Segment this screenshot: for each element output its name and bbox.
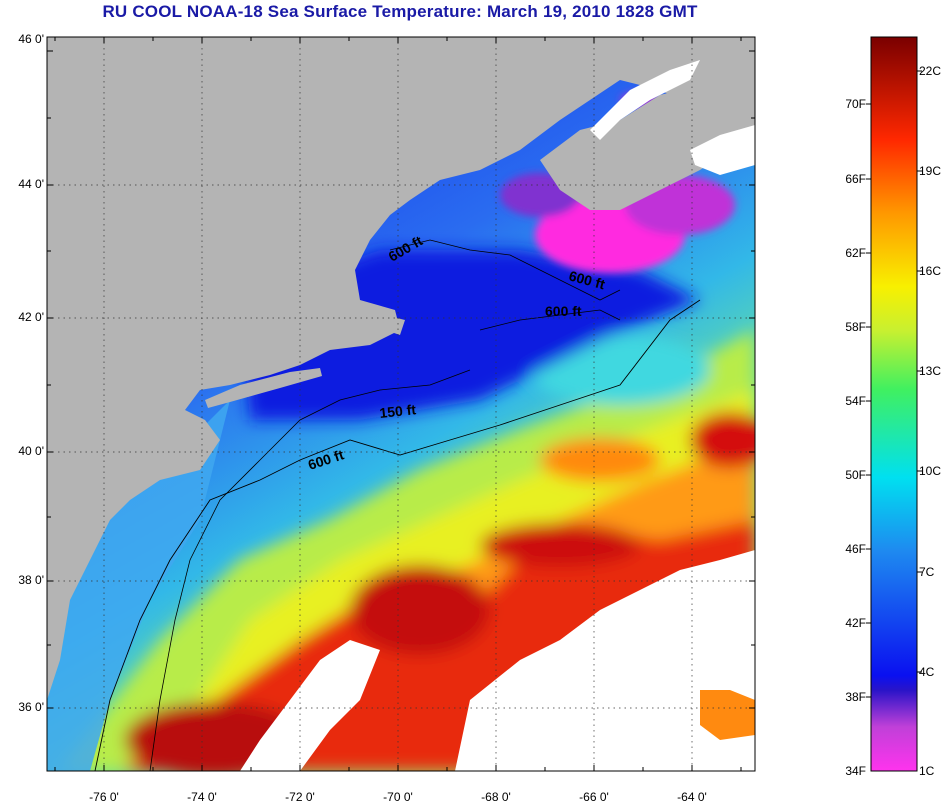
lon-label-74: -74 0': [187, 790, 217, 804]
colorbar-c-16: 16C: [919, 264, 942, 278]
colorbar-c-13: 13C: [919, 364, 942, 378]
colorbar-f-50: 50F: [845, 468, 866, 482]
warm-eddy-1: [350, 565, 490, 655]
lon-label-76: -76 0': [89, 790, 119, 804]
colorbar-f-46: 46F: [845, 542, 866, 556]
lon-label-64: -64 0': [677, 790, 707, 804]
lon-label-68: -68 0': [481, 790, 511, 804]
colorbar-c-1: 1C: [919, 764, 935, 778]
colorbar-c-7: 7C: [919, 565, 935, 579]
colorbar: [870, 36, 918, 772]
colorbar-c-19: 19C: [919, 164, 942, 178]
contour-600ft-georges: [479, 309, 621, 331]
cloud-mask-south: [240, 640, 380, 771]
colorbar-f-42: 42F: [845, 616, 866, 630]
cloud-mask-southeast: [480, 690, 755, 771]
no-data-scotian: [690, 125, 755, 175]
warm-eddy-5: [540, 438, 660, 482]
lat-label-44: 44 0': [18, 177, 44, 191]
contour-600ft-gom: [389, 239, 621, 301]
coastal-shelf-water: [47, 400, 230, 771]
colorbar-f-58: 58F: [845, 320, 866, 334]
colorbar-f-66: 66F: [845, 172, 866, 186]
colorbar-ticks: [866, 70, 922, 698]
lon-label-70: -70 0': [383, 790, 413, 804]
warm-eddy-4: [690, 412, 755, 468]
land-northeast-us: [47, 37, 755, 700]
colorbar-c-4: 4C: [919, 665, 935, 679]
lat-label-36: 36 0': [18, 700, 44, 714]
contour-150ft: [149, 369, 471, 771]
colorbar-c-22: 22C: [919, 64, 942, 78]
lat-label-38: 38 0': [18, 573, 44, 587]
warm-patch-se: [700, 690, 755, 740]
lon-label-66: -66 0': [579, 790, 609, 804]
graticule: [47, 37, 755, 771]
colorbar-f-62: 62F: [845, 246, 866, 260]
contour-label-3: 600 ft: [545, 303, 582, 319]
land-long-island: [205, 368, 322, 408]
map-image: 600 ft 600 ft 600 ft 150 ft 600 ft: [47, 37, 755, 771]
no-data-fundy: [590, 60, 700, 140]
lon-label-72: -72 0': [285, 790, 315, 804]
colorbar-f-34: 34F: [845, 764, 866, 778]
land-cape-cod: [355, 310, 405, 335]
warm-eddy-2: [480, 523, 640, 567]
contour-600ft-shelf: [94, 299, 701, 771]
lat-label-40: 40 0': [18, 444, 44, 458]
colorbar-f-70: 70F: [845, 97, 866, 111]
colorbar-f-54: 54F: [845, 394, 866, 408]
lat-label-46: 46 0': [18, 32, 44, 46]
map-title: RU COOL NOAA-18 Sea Surface Temperature:…: [102, 2, 698, 21]
colorbar-c-10: 10C: [919, 464, 942, 478]
colorbar-f-38: 38F: [845, 690, 866, 704]
map-frame: [46, 36, 756, 772]
lat-label-42: 42 0': [18, 310, 44, 324]
axis-ticks: [47, 37, 755, 771]
